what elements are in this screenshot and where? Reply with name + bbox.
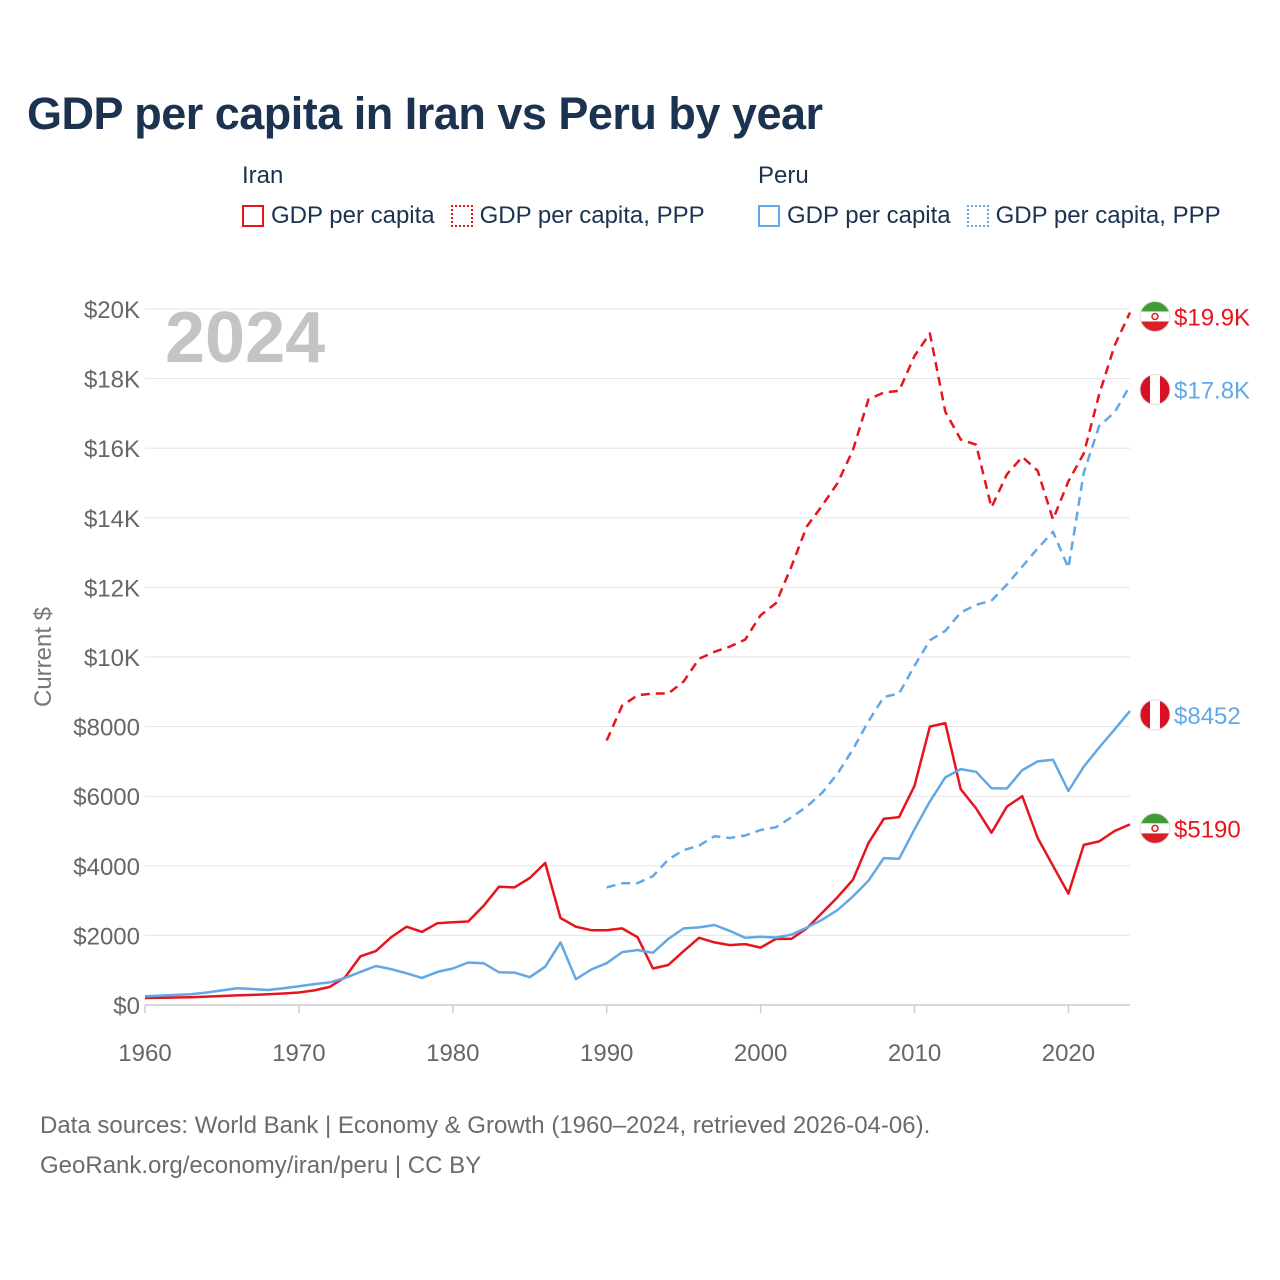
y-axis-label: Current $ bbox=[30, 607, 57, 707]
footer: Data sources: World Bank | Economy & Gro… bbox=[40, 1106, 930, 1186]
legend-swatch-dotted-icon bbox=[966, 205, 989, 227]
legend-group-peru: Peru GDP per capita GDP per capita, PPP bbox=[758, 162, 1237, 230]
x-tick-label: 1960 bbox=[118, 1040, 171, 1067]
footer-sources: Data sources: World Bank | Economy & Gro… bbox=[40, 1112, 931, 1139]
legend-group-iran: Iran GDP per capita GDP per capita, PPP bbox=[242, 162, 721, 230]
legend-label: GDP per capita, PPP bbox=[479, 202, 705, 229]
y-tick-label: $16K bbox=[84, 436, 140, 463]
series-line-iran-0 bbox=[144, 721, 1131, 1000]
footer-link[interactable]: GeoRank.org/economy/iran/peru | CC BY bbox=[40, 1152, 482, 1179]
legend-label: GDP per capita bbox=[271, 202, 435, 229]
y-tick-label: $20K bbox=[84, 297, 140, 324]
x-tick-label: 2000 bbox=[734, 1040, 787, 1067]
y-tick-label: $12K bbox=[84, 575, 140, 602]
legend-item-iran-gdp-ppp[interactable]: GDP per capita, PPP bbox=[450, 202, 705, 230]
legend-item-peru-gdp[interactable]: GDP per capita bbox=[758, 202, 951, 230]
y-tick-label: $4000 bbox=[73, 854, 140, 881]
series-end-label: $5190 bbox=[1174, 816, 1241, 843]
legend-label: GDP per capita, PPP bbox=[995, 202, 1221, 229]
iran-flag-icon bbox=[1139, 812, 1171, 844]
x-tick-label: 1980 bbox=[426, 1040, 479, 1067]
iran-flag-icon bbox=[1139, 300, 1171, 332]
peru-flag-icon bbox=[1139, 374, 1171, 406]
y-tick-label: $18K bbox=[84, 367, 140, 394]
series-end-label: $17.8K bbox=[1174, 378, 1250, 405]
y-tick-label: $14K bbox=[84, 506, 140, 533]
x-tick-label: 2010 bbox=[888, 1040, 941, 1067]
legend-item-iran-gdp[interactable]: GDP per capita bbox=[242, 202, 435, 230]
series-line-iran-1 bbox=[605, 311, 1132, 742]
legend-label: GDP per capita bbox=[787, 202, 951, 229]
line-chart: $0 $2000 $4000 $6000 $8000 $10K $12K $14K $16K $1… bbox=[30, 297, 1250, 1067]
series-line-peru-3 bbox=[606, 384, 1132, 889]
peru-flag-icon bbox=[1139, 699, 1171, 731]
legend-country-peru: Peru bbox=[758, 162, 809, 189]
legend-item-peru-gdp-ppp[interactable]: GDP per capita, PPP bbox=[966, 202, 1221, 230]
legend-swatch-dotted-icon bbox=[450, 205, 473, 227]
y-tick-label: $6000 bbox=[73, 784, 140, 811]
chart-title: GDP per capita in Iran vs Peru by year bbox=[27, 88, 823, 139]
legend-swatch-solid-icon bbox=[242, 205, 264, 227]
legend-swatch-solid-icon bbox=[758, 205, 780, 227]
series-end-label: $19.9K bbox=[1174, 304, 1250, 331]
year-label: 2024 bbox=[165, 298, 325, 378]
y-tick-label: $10K bbox=[84, 645, 140, 672]
x-tick-label: 2020 bbox=[1042, 1040, 1095, 1067]
y-tick-label: $0 bbox=[113, 993, 140, 1020]
series-end-label: $8452 bbox=[1174, 703, 1241, 730]
y-tick-label: $2000 bbox=[73, 923, 140, 950]
y-tick-label: $8000 bbox=[73, 715, 140, 742]
x-tick-label: 1990 bbox=[580, 1040, 633, 1067]
series-line-peru-2 bbox=[144, 710, 1131, 998]
legend-country-iran: Iran bbox=[242, 162, 284, 189]
x-tick-label: 1970 bbox=[272, 1040, 325, 1067]
